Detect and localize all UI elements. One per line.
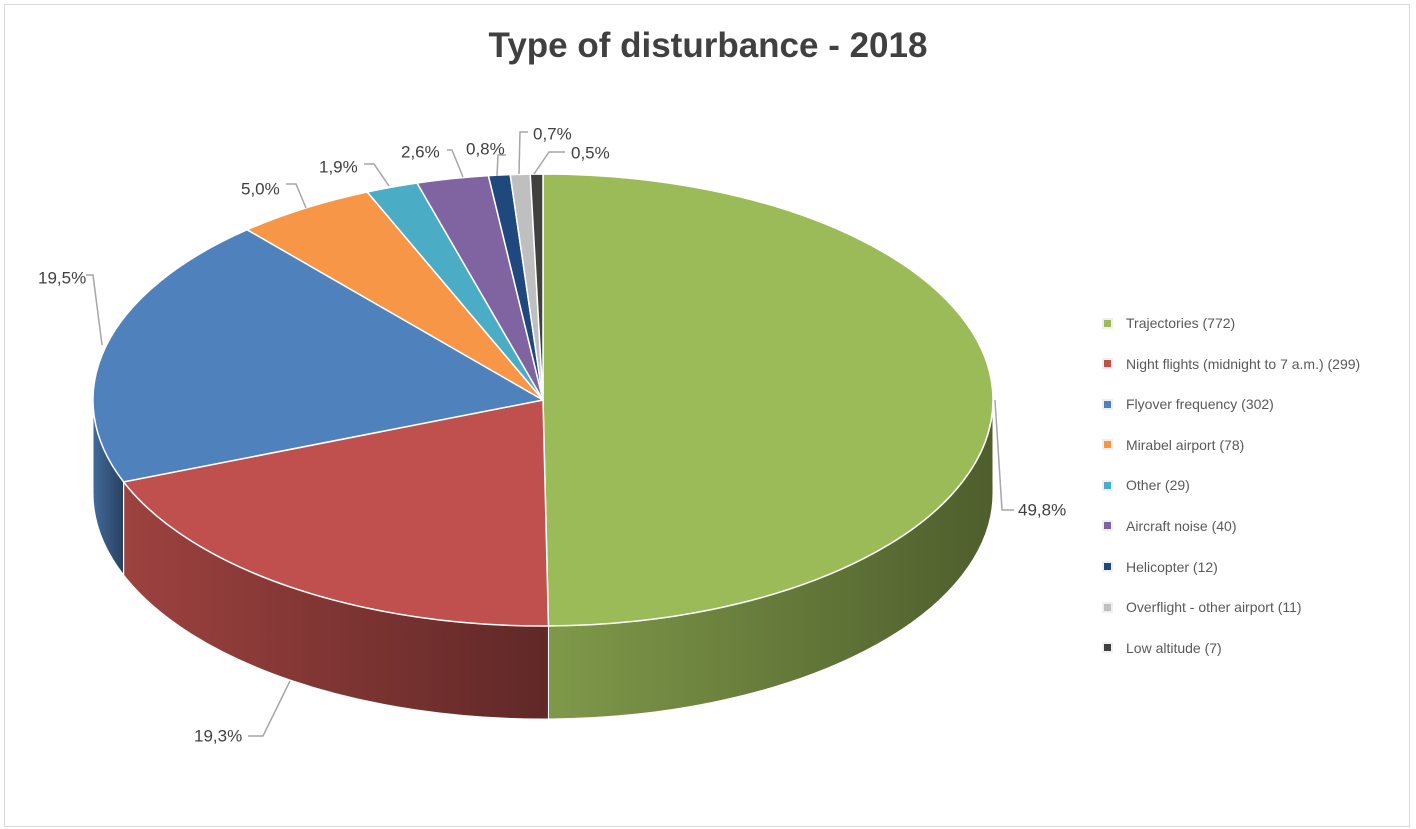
leader-line-mirabel-airport: [286, 183, 307, 209]
data-label-trajectories: 49,8%: [1018, 500, 1066, 519]
legend-item-other: Other (29): [1104, 475, 1360, 495]
legend-item-helicopter: Helicopter (12): [1104, 557, 1360, 577]
legend-item-night-flights: Night flights (midnight to 7 a.m.) (299): [1104, 354, 1360, 374]
pie-slice-flyover-frequency: [92, 228, 544, 483]
data-label-helicopter: 0,8%: [466, 139, 505, 158]
leader-line-other: [364, 163, 390, 187]
data-label-low-altitude: 0,5%: [571, 143, 610, 162]
leader-line-flyover-frequency: [86, 274, 103, 346]
leader-line-overflight-other-airport: [518, 131, 528, 175]
legend-swatch: [1104, 441, 1111, 449]
legend-swatch: [1104, 563, 1111, 571]
legend-label: Mirabel airport (78): [1126, 436, 1245, 453]
data-label-night-flights: 19,3%: [194, 726, 242, 745]
leader-line-night-flights: [248, 680, 291, 737]
legend-swatch: [1104, 522, 1111, 530]
legend-swatch: [1104, 603, 1111, 611]
data-label-overflight-other-airport: 0,7%: [533, 124, 572, 143]
legend-item-aircraft-noise: Aircraft noise (40): [1104, 516, 1360, 536]
data-label-aircraft-noise: 2,6%: [401, 142, 440, 161]
legend-item-trajectories: Trajectories (772): [1104, 313, 1360, 333]
legend-label: Low altitude (7): [1126, 639, 1222, 656]
legend-swatch: [1104, 644, 1111, 652]
leader-line-trajectories: [994, 399, 1014, 511]
legend-label: Aircraft noise (40): [1126, 517, 1237, 534]
legend-item-low-altitude: Low altitude (7): [1104, 638, 1360, 658]
pie-slice-trajectories: [542, 173, 994, 627]
legend: Trajectories (772) Night flights (midnigh…: [1104, 313, 1360, 678]
data-label-flyover-frequency: 19,5%: [38, 268, 86, 287]
leader-line-helicopter: [496, 154, 506, 177]
pie-slice-night-flights: [122, 399, 550, 627]
data-label-mirabel-airport: 5,0%: [241, 179, 280, 198]
legend-label: Night flights (midnight to 7 a.m.) (299): [1126, 355, 1361, 372]
legend-swatch: [1104, 481, 1111, 489]
chart-title: Type of disturbance - 2018: [488, 26, 928, 65]
pie-slice-mirabel-airport: [246, 191, 544, 401]
legend-swatch: [1104, 400, 1111, 408]
pie-slice-low-altitude: [529, 173, 544, 401]
legend-label: Overflight - other airport (11): [1126, 599, 1302, 616]
legend-item-flyover-frequency: Flyover frequency (302): [1104, 394, 1360, 414]
legend-item-overflight-other-airport: Overflight - other airport (11): [1104, 597, 1360, 617]
legend-item-mirabel-airport: Mirabel airport (78): [1104, 435, 1360, 455]
legend-label: Other (29): [1126, 477, 1190, 494]
legend-swatch: [1104, 319, 1111, 327]
legend-label: Helicopter (12): [1126, 558, 1218, 575]
legend-label: Flyover frequency (302): [1126, 396, 1274, 413]
leader-line-aircraft-noise: [447, 149, 464, 178]
leader-line-low-altitude: [533, 151, 565, 175]
legend-swatch: [1104, 360, 1111, 368]
legend-label: Trajectories (772): [1126, 315, 1236, 331]
data-label-other: 1,9%: [319, 157, 358, 176]
